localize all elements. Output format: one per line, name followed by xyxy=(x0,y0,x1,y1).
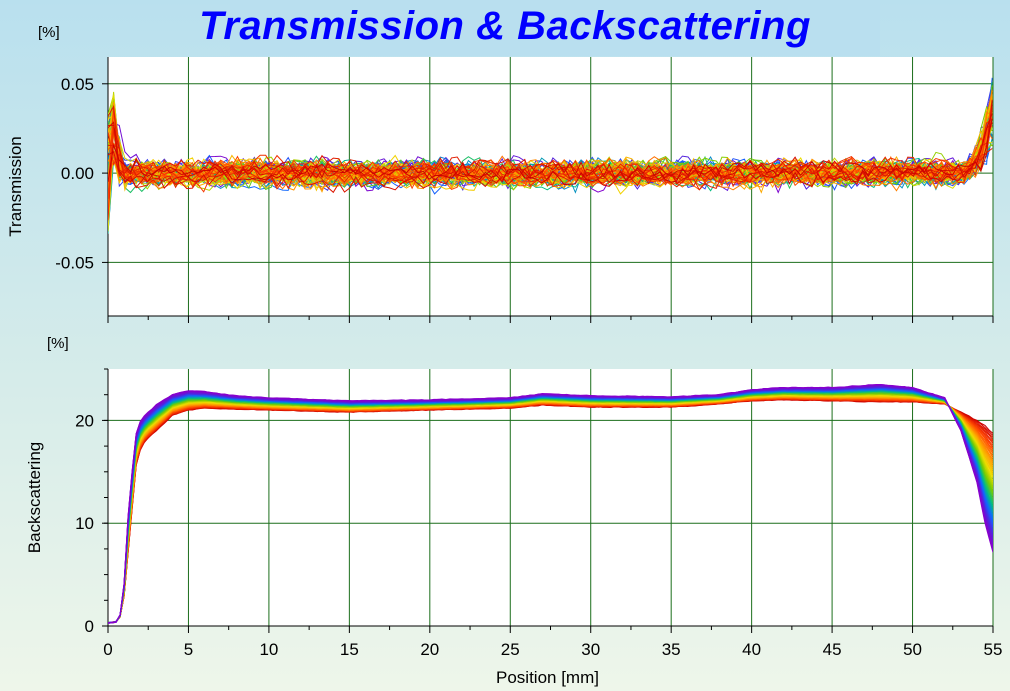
transmission-unit-label: [%] xyxy=(38,24,60,41)
backscattering-series-line xyxy=(108,383,993,624)
backscattering-ytick-label: 20 xyxy=(75,411,94,430)
backscattering-xtick-label: 35 xyxy=(662,640,681,659)
backscattering-xtick-label: 5 xyxy=(184,640,193,659)
transmission-series-line xyxy=(108,118,993,221)
backscattering-xtick-label: 40 xyxy=(742,640,761,659)
backscattering-xtick-label: 0 xyxy=(103,640,112,659)
backscattering-xtick-label: 30 xyxy=(581,640,600,659)
backscattering-series-group xyxy=(108,383,993,624)
title-background xyxy=(230,0,880,56)
transmission-series-line xyxy=(108,95,993,195)
backscattering-xtick-label: 25 xyxy=(501,640,520,659)
backscattering-ytick-label: 10 xyxy=(75,514,94,533)
transmission-series-group xyxy=(108,77,993,234)
backscattering-xtick-label: 20 xyxy=(420,640,439,659)
backscattering-plot-area xyxy=(108,369,993,626)
backscattering-xtick-label: 45 xyxy=(823,640,842,659)
transmission-ytick-label: -0.05 xyxy=(55,253,94,272)
backscattering-unit-label: [%] xyxy=(47,335,69,352)
backscattering-xtick-label: 55 xyxy=(984,640,1003,659)
backscattering-ylabel: Backscattering xyxy=(25,442,44,554)
transmission-ylabel: Transmission xyxy=(6,136,25,236)
transmission-ytick-label: 0.00 xyxy=(61,164,94,183)
transmission-series-line xyxy=(108,100,993,191)
backscattering-xtick-label: 15 xyxy=(340,640,359,659)
transmission-series-line xyxy=(108,122,993,194)
backscattering-ytick-label: 0 xyxy=(85,617,94,636)
backscattering-xtick-label: 50 xyxy=(903,640,922,659)
transmission-series-line xyxy=(108,118,993,187)
backscattering-xlabel: Position [mm] xyxy=(496,668,599,687)
backscattering-panel: 20 10 0 [%] Backscattering 0 5 10 15 20 25 30 35 40 45… xyxy=(25,335,1002,687)
transmission-ytick-label: 0.05 xyxy=(61,75,94,94)
backscattering-xtick-label: 10 xyxy=(259,640,278,659)
chart-title: Transmission & Backscattering xyxy=(199,4,811,48)
transmission-panel: 0.05 0.00 -0.05 [%] Transmission xyxy=(6,24,994,323)
transmission-series-line xyxy=(108,113,993,188)
transmission-series-line xyxy=(108,101,993,188)
